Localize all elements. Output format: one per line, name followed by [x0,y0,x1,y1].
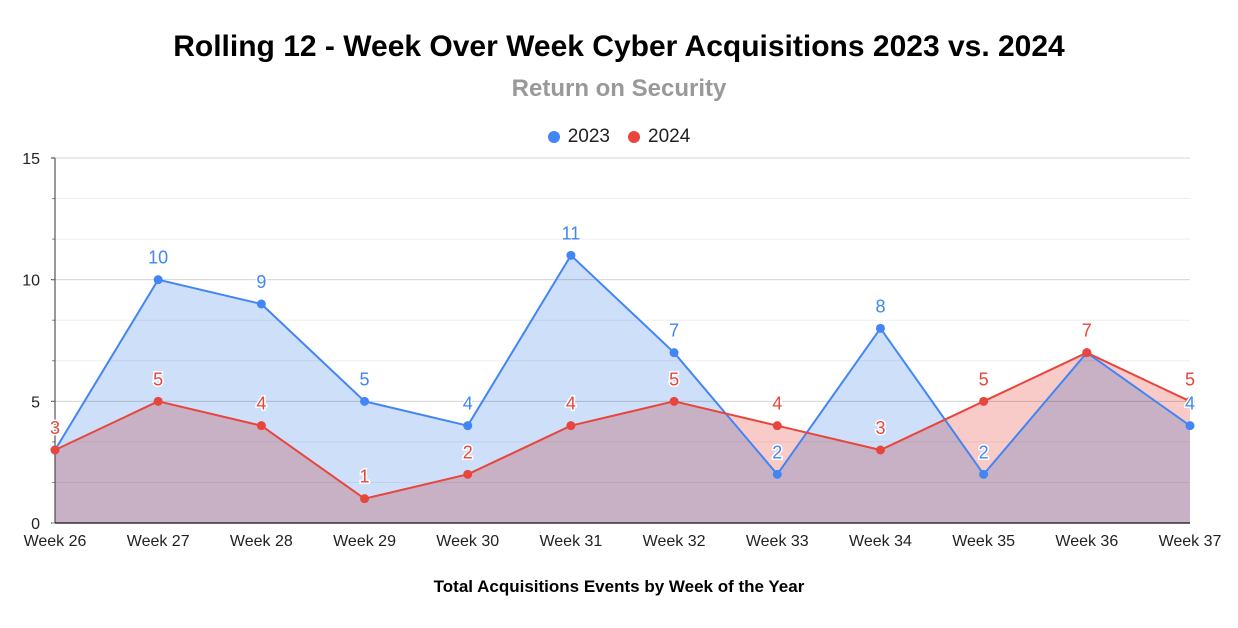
y-tick-label: 15 [22,151,40,168]
point-2024-week-36 [1082,348,1092,358]
data-label-2023: 2 [979,442,989,462]
x-tick-label: Week 36 [1055,533,1118,550]
y-tick-label: 0 [31,516,40,533]
point-2023-week-32 [669,348,679,358]
data-label-2024: 4 [772,394,782,414]
point-2023-week-34 [875,323,885,333]
data-label-2023: 4 [1185,394,1195,414]
x-tick-label: Week 34 [849,533,912,550]
x-tick-label: Week 32 [643,533,706,550]
data-label-2024: 2 [463,442,473,462]
data-label-2024: 4 [256,394,266,414]
x-tick-label: Week 28 [230,533,293,550]
point-2024-week-33 [772,421,782,431]
data-label-2023: 2 [772,442,782,462]
chart-subtitle: Return on Security [511,75,727,102]
data-label-2024: 5 [669,369,679,389]
y-tick-label: 10 [22,273,40,290]
point-2024-week-35 [979,396,989,406]
point-2023-week-35 [979,469,989,479]
data-label-2024: 5 [1185,369,1195,389]
point-2023-week-37 [1185,421,1195,431]
x-tick-label: Week 27 [127,533,190,550]
line-series-2024 [54,351,1191,500]
data-label-2023: 9 [256,272,266,292]
data-label-2024: 7 [1082,321,1092,341]
legend-label-2024: 2024 [648,126,691,147]
point-2023-week-30 [463,421,473,431]
data-label-2024: 5 [979,369,989,389]
point-2023-week-28 [256,299,266,309]
data-label-2024: 3 [875,418,885,438]
legend-label-2023: 2023 [567,126,610,147]
legend-item-2024[interactable]: 2024 [628,126,690,148]
data-label-2024: 4 [566,394,576,414]
point-2024-week-30 [463,469,473,479]
point-2024-week-32 [669,396,679,406]
point-2024-week-27 [153,396,163,406]
data-label-2023: 10 [148,248,168,268]
area-series-2024 [55,352,1190,523]
legend: 2023 2024 [0,126,1238,148]
point-2024-week-29 [360,494,370,504]
x-axis-title: Total Acquisitions Events by Week of the… [433,577,805,596]
data-label-2023: 5 [360,369,370,389]
x-tick-label: Week 31 [539,533,602,550]
point-2024-week-28 [256,421,266,431]
line-series-2023 [54,254,1191,476]
x-tick-label: Week 30 [436,533,499,550]
legend-item-2023[interactable]: 2023 [547,126,610,148]
data-label-2023: 8 [875,296,885,316]
point-2023-week-33 [772,469,782,479]
x-tick-label: Week 33 [746,533,809,550]
x-tick-label: Week 29 [333,533,396,550]
x-tick-label: Week 37 [1159,533,1222,550]
data-label-2023: 4 [463,394,473,414]
y-tick-label: 5 [31,394,40,411]
point-2024-week-31 [566,421,576,431]
point-2023-week-31 [566,250,576,260]
chart-title: Rolling 12 - Week Over Week Cyber Acquis… [173,30,1065,63]
x-tick-label: Week 35 [952,533,1015,550]
point-2023-week-27 [153,275,163,285]
point-2024-week-26 [50,445,60,455]
point-2024-week-34 [875,445,885,455]
data-label-2024: 1 [360,467,370,487]
legend-marker-2024 [628,131,640,143]
point-2023-week-29 [360,396,370,406]
data-label-2023: 11 [562,223,581,243]
data-label-2024: 3 [50,418,60,438]
x-tick-label: Week 26 [24,533,87,550]
data-label-2024: 5 [153,369,163,389]
data-label-2023: 7 [669,321,679,341]
point-2024-week-37 [1185,396,1195,406]
legend-marker-2023 [547,131,560,143]
